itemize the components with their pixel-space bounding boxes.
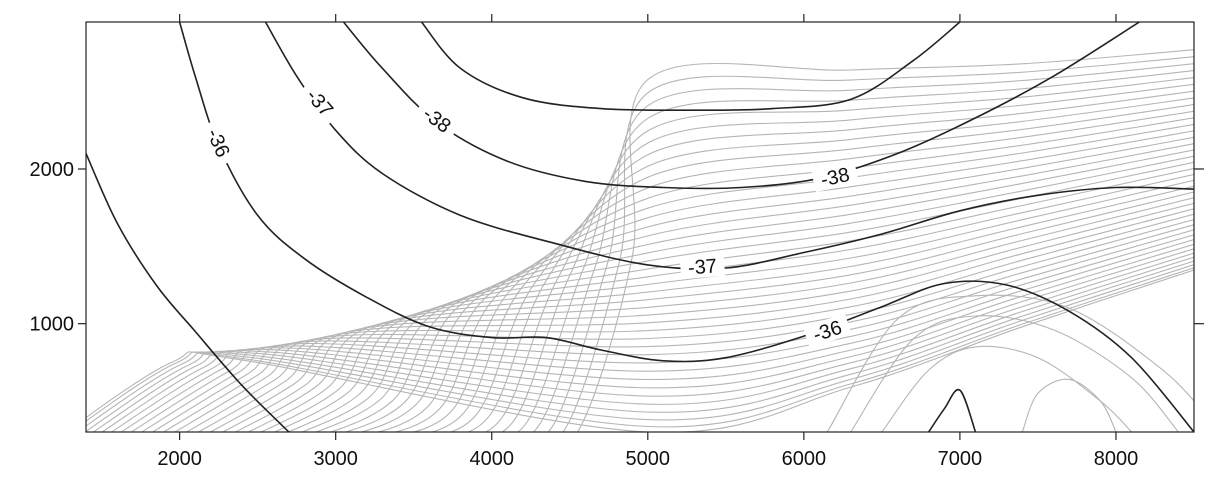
minor-contour-line	[329, 149, 1194, 432]
contour-label: -37	[687, 255, 718, 279]
minor-contour-line	[101, 252, 1194, 432]
major-contour-line	[420, 22, 961, 112]
contour-label-background	[802, 313, 852, 348]
minor-contour-line	[393, 123, 1194, 432]
major-contour-line	[86, 153, 290, 432]
minor-contour-line	[86, 260, 1194, 432]
minor-contour-line	[130, 239, 1194, 432]
minor-contour-line	[260, 179, 1194, 432]
minor-contour-line	[516, 76, 1194, 432]
major-contour-line	[928, 388, 977, 432]
minor-contour-line	[826, 294, 1194, 432]
minor-contour-line	[247, 185, 1194, 432]
minor-contour-line	[92, 256, 1194, 432]
minor-contour-line	[376, 130, 1194, 432]
x-tick-label: 3000	[313, 448, 358, 470]
y-tick-label: 1000	[30, 314, 75, 336]
minor-contour-line	[360, 136, 1194, 432]
minor-contour-line	[221, 197, 1194, 432]
minor-contour-line	[162, 224, 1194, 432]
contour-label-background	[412, 97, 462, 142]
minor-contour-line	[576, 49, 1194, 432]
minor-contour-line	[86, 269, 1194, 432]
minor-contour-line	[300, 161, 1194, 432]
minor-contour-line	[286, 167, 1194, 432]
minor-contour-line	[140, 234, 1194, 432]
minor-contour-line	[197, 208, 1194, 432]
minor-contour-line	[344, 143, 1194, 432]
minor-contour-line	[234, 191, 1194, 432]
contour-label-background	[679, 253, 726, 280]
x-tick-label: 7000	[938, 448, 983, 470]
x-tick-label: 4000	[469, 448, 514, 470]
plot-frame	[85, 21, 1195, 433]
x-tick-label: 6000	[782, 448, 827, 470]
minor-contour-line	[86, 267, 1194, 428]
minor-contour-line	[881, 345, 1132, 432]
minor-contour-line	[110, 248, 1194, 432]
x-tick-label: 5000	[626, 448, 671, 470]
minor-contour-line	[501, 83, 1194, 432]
minor-contour-line	[448, 104, 1194, 432]
minor-contour-line	[173, 218, 1194, 432]
y-tick-label: 2000	[30, 159, 75, 181]
minor-contour-line	[209, 202, 1194, 432]
minor-contour-layer	[86, 49, 1194, 432]
axis-layer: 2000 3000 4000 5000 6000 7000 8000 1000 2000	[30, 14, 1204, 470]
minor-contour-line	[547, 63, 1194, 432]
x-tick-label: 8000	[1094, 448, 1139, 470]
minor-contour-line	[484, 90, 1194, 432]
minor-contour-line	[273, 173, 1194, 432]
minor-contour-line	[562, 56, 1194, 432]
minor-contour-line	[120, 243, 1194, 432]
minor-contour-line	[314, 155, 1194, 432]
contour-label-background	[811, 161, 859, 193]
contour-label-background	[297, 78, 343, 127]
major-contour-line	[178, 22, 1194, 432]
minor-contour-line	[185, 213, 1194, 432]
minor-contour-line	[1021, 378, 1117, 432]
contour-label-background	[199, 118, 238, 168]
minor-contour-line	[151, 229, 1194, 432]
minor-contour-line	[850, 315, 1179, 432]
minor-contour-line	[467, 97, 1194, 432]
minor-contour-line	[430, 110, 1194, 432]
minor-contour-line	[532, 70, 1194, 432]
x-tick-label: 2000	[157, 448, 202, 470]
